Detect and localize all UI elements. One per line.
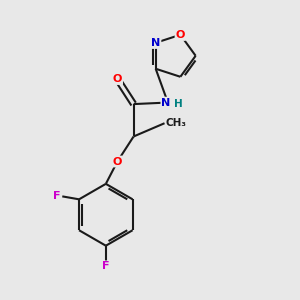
Text: H: H <box>174 99 183 109</box>
Text: F: F <box>53 191 61 201</box>
Text: F: F <box>102 261 110 271</box>
Text: O: O <box>113 157 122 166</box>
Text: O: O <box>176 30 185 40</box>
Text: O: O <box>176 30 185 40</box>
Text: N: N <box>151 38 160 48</box>
Text: N: N <box>161 98 171 108</box>
Text: CH₃: CH₃ <box>166 118 187 128</box>
Text: N: N <box>151 38 160 48</box>
Text: O: O <box>113 74 122 84</box>
